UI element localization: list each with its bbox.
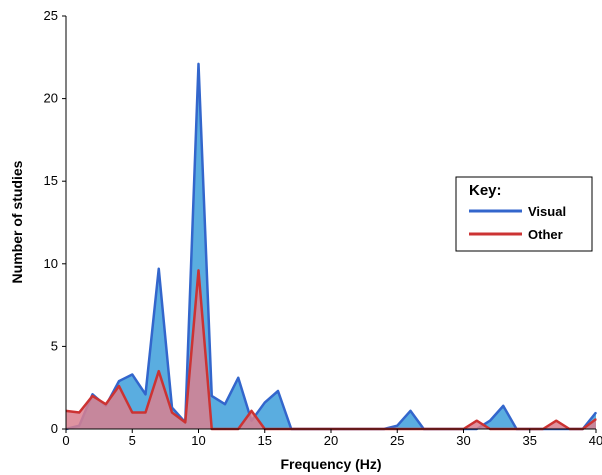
point-visual xyxy=(264,401,266,404)
point-visual xyxy=(211,395,213,397)
point-visual xyxy=(131,373,133,376)
point-visual xyxy=(237,377,239,379)
y-tick-label: 25 xyxy=(44,8,58,23)
x-tick-label: 15 xyxy=(258,433,272,448)
x-axis-ticks: 0 5 10 15 20 25 30 35 40 xyxy=(62,429,602,448)
point-other xyxy=(555,420,557,422)
point-other xyxy=(118,385,120,387)
point-visual xyxy=(409,410,412,412)
point-other xyxy=(158,370,160,372)
y-tick-label: 20 xyxy=(44,91,58,106)
point-other xyxy=(171,411,173,414)
point-visual xyxy=(595,411,597,414)
y-axis-ticks: 0 5 10 15 20 25 xyxy=(44,8,66,436)
x-tick-label: 25 xyxy=(390,433,404,448)
x-tick-label: 35 xyxy=(523,433,537,448)
x-tick-label: 10 xyxy=(191,433,205,448)
x-tick-label: 30 xyxy=(456,433,470,448)
point-other xyxy=(144,411,147,414)
y-axis-title: Number of studies xyxy=(9,160,25,283)
point-visual xyxy=(502,405,504,407)
y-tick-label: 10 xyxy=(44,256,58,271)
x-tick-label: 0 xyxy=(62,433,69,448)
point-visual xyxy=(118,380,120,382)
point-other xyxy=(595,418,597,420)
point-other xyxy=(476,420,478,422)
legend: Key: Visual Other xyxy=(455,176,593,252)
area-other xyxy=(66,270,596,429)
legend-title: Key: xyxy=(469,182,502,199)
legend-label-other: Other xyxy=(528,227,563,242)
y-tick-label: 0 xyxy=(51,421,58,436)
legend-label-visual: Visual xyxy=(528,204,566,219)
point-visual xyxy=(489,420,491,422)
x-tick-label: 20 xyxy=(324,433,338,448)
legend-box xyxy=(455,176,593,252)
point-visual xyxy=(277,390,279,392)
x-tick-label: 40 xyxy=(589,433,602,448)
point-other xyxy=(250,410,253,412)
point-other xyxy=(131,411,133,414)
y-tick-label: 15 xyxy=(44,173,58,188)
y-tick-label: 5 xyxy=(51,338,58,353)
point-other xyxy=(78,411,80,414)
point-visual xyxy=(396,425,398,427)
point-other xyxy=(91,395,94,397)
point-other xyxy=(197,269,200,272)
point-other xyxy=(105,403,107,405)
x-tick-label: 5 xyxy=(129,433,136,448)
point-visual xyxy=(224,403,226,405)
point-visual xyxy=(197,63,200,65)
point-visual xyxy=(158,268,160,270)
point-visual xyxy=(144,393,147,395)
x-axis-title: Frequency (Hz) xyxy=(280,456,381,472)
point-visual xyxy=(91,393,94,395)
point-other xyxy=(184,421,186,423)
